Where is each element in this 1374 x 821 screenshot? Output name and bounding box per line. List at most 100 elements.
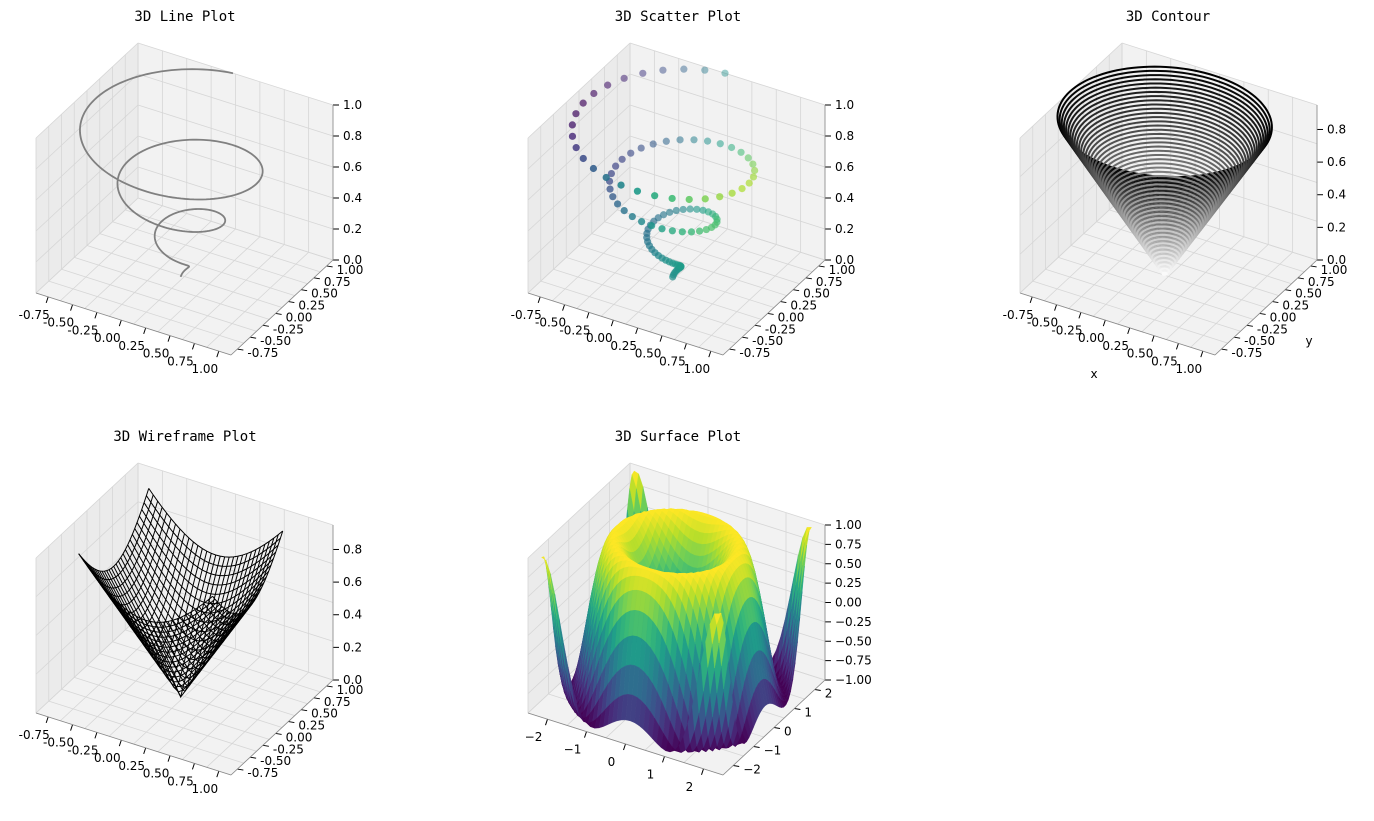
grid-line (35, 578, 139, 675)
y-tick-label: -0.50 (752, 334, 783, 348)
contour-level (1140, 229, 1190, 256)
surface-facet (714, 612, 722, 626)
x-tick-label: 1 (647, 767, 655, 781)
y-tick-mark (313, 697, 320, 700)
z-tick-label: 0.50 (835, 557, 862, 571)
chart-wireframe3d: -0.75-0.50-0.250.000.250.500.751.00-0.75… (19, 462, 363, 796)
grid-line (61, 268, 257, 332)
scatter-point (654, 214, 662, 222)
grid-line (629, 104, 826, 168)
y-tick-mark (237, 768, 244, 771)
x-tick-mark (662, 756, 665, 763)
scatter-point (620, 207, 628, 215)
x-tick-label: -0.25 (67, 323, 98, 337)
x-tick-mark (584, 731, 587, 738)
scatter-point (686, 205, 694, 213)
scatter-point (679, 205, 687, 214)
y-tick-label: −2 (743, 763, 761, 777)
contour-level (1144, 238, 1185, 260)
z-tick-label: 0.8 (835, 129, 854, 143)
scatter-point (716, 140, 724, 148)
z-tick-label: 1.00 (835, 518, 862, 532)
y-tick-label: -0.75 (1231, 346, 1262, 360)
x-tick-mark (118, 739, 122, 747)
scatter-point (637, 218, 646, 226)
grid-line (527, 197, 631, 294)
x-tick-label: 0.50 (143, 347, 170, 361)
grid-line (527, 135, 631, 232)
y-tick-label: −1 (764, 744, 782, 758)
y-tick-mark (1297, 277, 1304, 280)
wire-line (136, 522, 272, 605)
y-tick-mark (805, 277, 812, 280)
z-tick-label: 0.2 (343, 640, 362, 654)
contour-level (1129, 208, 1200, 247)
z-tick-label: 0.2 (343, 222, 362, 236)
x-tick-label: -0.75 (1003, 308, 1034, 322)
contour-level (1058, 69, 1271, 181)
y-tick-mark (313, 277, 320, 280)
x-tick-label: -0.50 (1027, 316, 1058, 330)
y-tick-mark (301, 289, 308, 292)
scatter-point (738, 184, 746, 193)
z-tick-label: −0.75 (835, 654, 872, 668)
x-tick-mark (701, 768, 704, 775)
x-tick-mark (1127, 327, 1131, 335)
grid-line (137, 166, 334, 230)
x-tick-mark (167, 755, 171, 762)
y-tick-mark (793, 289, 800, 292)
x-tick-mark (1029, 296, 1033, 304)
chart-title-line: 3D Line Plot (134, 9, 235, 25)
grid-line (566, 256, 762, 320)
wire-line (194, 544, 266, 637)
y-tick-label: 1.00 (337, 263, 364, 277)
contour-level (1095, 141, 1235, 215)
z-tick-label: 0.0 (1327, 253, 1346, 267)
z-tick-label: 0.4 (835, 191, 854, 205)
y-tick-label: 0.75 (324, 695, 351, 709)
y-tick-mark (250, 336, 257, 339)
x-tick-mark (683, 343, 687, 350)
grid-line (629, 481, 826, 545)
grid-line (35, 135, 139, 232)
y-tick-mark (326, 685, 333, 688)
y-tick-mark (818, 265, 825, 268)
z-tick-label: 0.0 (343, 673, 362, 687)
chart-title-scatter: 3D Scatter Plot (615, 9, 741, 25)
y-tick-mark (275, 312, 282, 315)
wire-line (138, 515, 274, 595)
z-tick-label: 0.6 (1327, 155, 1346, 169)
wire-line (212, 530, 284, 615)
z-tick-label: 0.6 (835, 160, 854, 174)
grid-line (125, 209, 321, 273)
grid-line (1032, 280, 1228, 344)
x-tick-label: 0.25 (118, 339, 145, 353)
scatter-point (749, 160, 757, 168)
z-tick-label: 0.0 (835, 253, 854, 267)
chart-contour3d: -0.75-0.50-0.250.000.250.500.751.00-0.75… (1003, 42, 1347, 376)
grid-line (35, 501, 139, 598)
chart-surface3d: −2−1012−2−1012−1.00−0.75−0.50−0.250.000.… (525, 462, 872, 794)
y-tick-mark (1310, 265, 1317, 268)
x-tick-mark (94, 312, 98, 319)
grid-line (137, 578, 334, 642)
x-tick-label: -0.75 (19, 728, 50, 742)
z-tick-label: −0.25 (835, 615, 872, 629)
x-tick-label: 1.00 (191, 362, 218, 376)
z-tick-label: 0.4 (343, 191, 362, 205)
scatter-point (651, 192, 659, 200)
grid-line (553, 268, 749, 332)
scatter-point (727, 143, 736, 152)
y-axis-line (230, 679, 334, 776)
y-tick-mark (754, 324, 761, 327)
contour-ylabel: y (1305, 334, 1312, 348)
scatter-point (658, 225, 666, 233)
scatter-point (685, 195, 693, 204)
z-tick-label: 0.2 (1327, 220, 1346, 234)
x-tick-label: 0.75 (167, 774, 194, 788)
x-axis-line (527, 712, 724, 776)
grid-line (137, 42, 334, 106)
x-tick-label: 0.75 (659, 354, 686, 368)
y-tick-mark (275, 732, 282, 735)
y-tick-mark (1246, 324, 1253, 327)
